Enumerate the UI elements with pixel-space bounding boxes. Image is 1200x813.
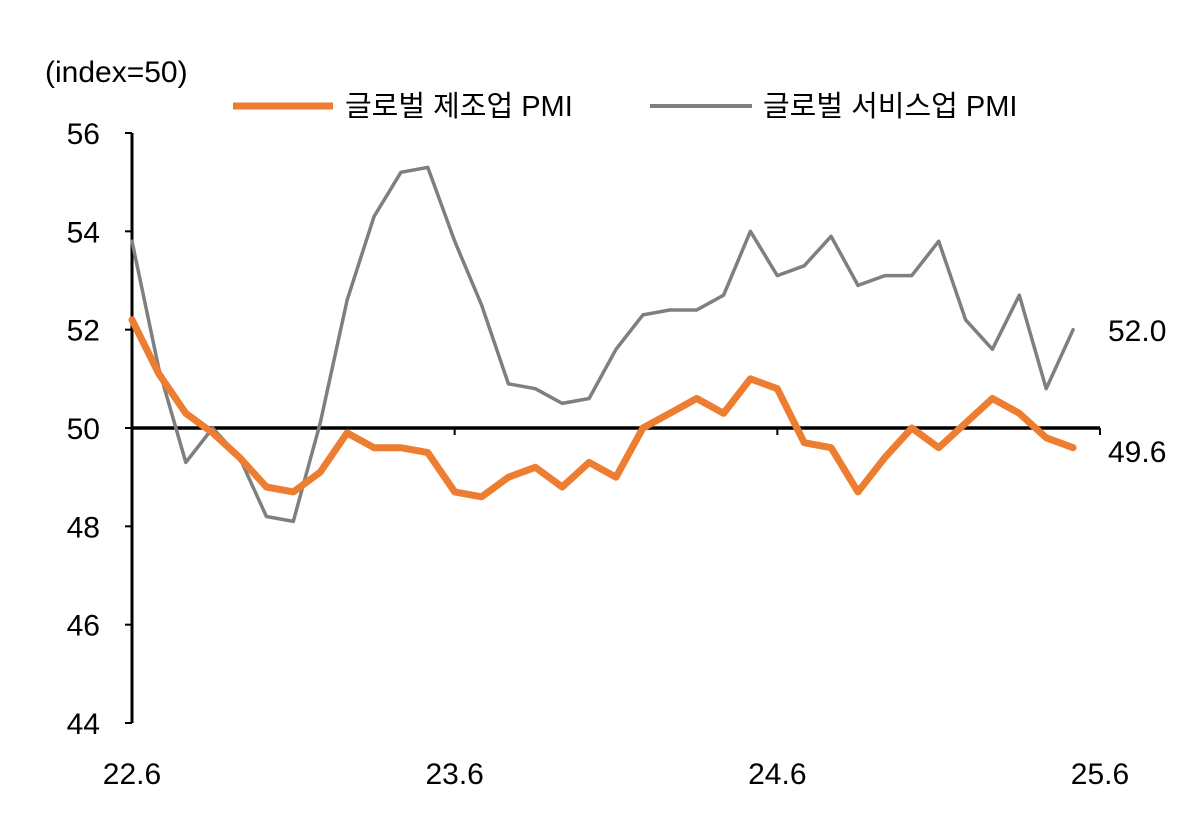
end-label-manufacturing: 49.6 xyxy=(1108,436,1166,469)
y-unit-label: (index=50) xyxy=(45,56,188,89)
y-axis: 44 46 48 50 52 54 56 xyxy=(67,118,132,741)
x-tick-label: 23.6 xyxy=(425,758,483,791)
legend: 글로벌 제조업 PMI 글로벌 서비스업 PMI xyxy=(233,90,1017,123)
x-tick-label: 24.6 xyxy=(748,758,806,791)
x-tick-label: 22.6 xyxy=(103,758,161,791)
y-tick-label: 46 xyxy=(67,610,100,643)
y-tick-label: 50 xyxy=(67,413,100,446)
y-tick-label: 44 xyxy=(67,708,100,741)
end-label-services: 52.0 xyxy=(1108,315,1166,348)
y-tick-label: 48 xyxy=(67,511,100,544)
legend-label-manufacturing: 글로벌 제조업 PMI xyxy=(345,90,573,123)
x-axis: 22.6 23.6 24.6 25.6 xyxy=(103,428,1129,791)
series-line-manufacturing xyxy=(132,320,1073,497)
legend-label-services: 글로벌 서비스업 PMI xyxy=(763,90,1017,123)
y-tick-label: 52 xyxy=(67,315,100,348)
y-tick-label: 56 xyxy=(67,118,100,151)
x-tick-label: 25.6 xyxy=(1071,758,1129,791)
y-tick-label: 54 xyxy=(67,216,100,249)
series-group xyxy=(132,167,1073,521)
